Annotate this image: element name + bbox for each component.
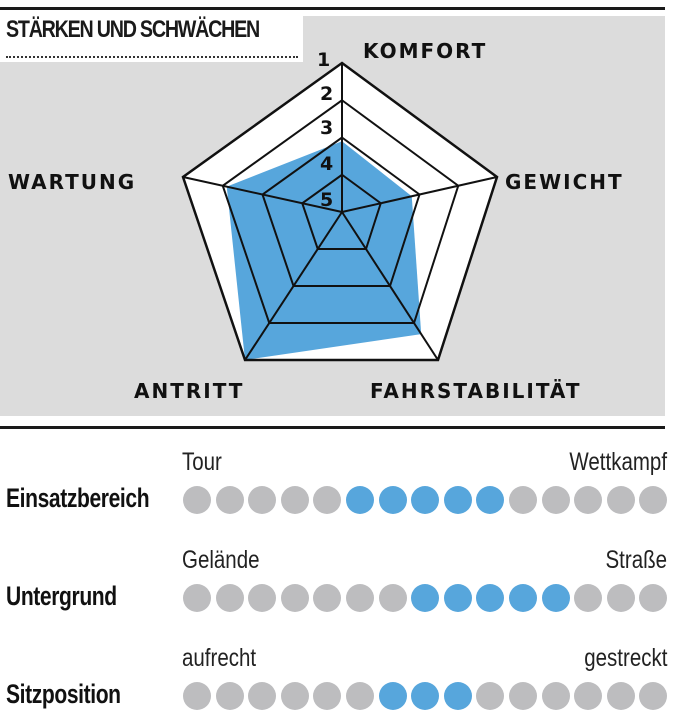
rating-dot [346, 682, 374, 710]
scale-label-1: 1 [317, 49, 330, 71]
rating-dot [476, 682, 505, 710]
title-box [0, 16, 303, 62]
rating-label: Untergrund [6, 581, 117, 611]
rating-dot [574, 584, 603, 612]
rating-dot-active [346, 486, 374, 514]
rating-dot-active [476, 584, 505, 612]
radar-spoke-3 [341, 211, 439, 361]
rating-dot-active [378, 486, 407, 514]
axis-label-wartung: WARTUNG [8, 170, 136, 194]
rating-left-label: Gelände [182, 546, 260, 574]
rating-dot [574, 682, 603, 710]
rating-dot-active [476, 486, 505, 514]
rating-dot [639, 584, 668, 612]
radar-data-area [226, 141, 422, 360]
rating-dot [574, 486, 603, 514]
radar-spoke-5 [182, 176, 343, 213]
radar-ring-4 [301, 173, 382, 250]
axis-label-gewicht: GEWICHT [505, 170, 624, 194]
scale-label-3: 3 [320, 117, 333, 139]
rating-dot-active [411, 682, 440, 710]
rating-dot [280, 682, 309, 710]
rating-label: Sitzposition [6, 679, 121, 709]
rating-dot-active [443, 486, 472, 514]
rating-label: Einsatzbereich [6, 483, 150, 513]
radar-ring-1 [181, 61, 499, 362]
section-divider [0, 426, 665, 429]
rating-dot [313, 584, 342, 612]
rating-dot-active [509, 584, 537, 612]
rating-dot-active [443, 584, 472, 612]
rating-dot [606, 486, 635, 514]
rating-dot-active [411, 584, 440, 612]
radar-spoke-2 [341, 176, 498, 213]
rating-dot [215, 486, 244, 514]
rating-dot [280, 584, 309, 612]
rating-dot [280, 486, 309, 514]
rating-dot [541, 682, 570, 710]
rating-dot-active [541, 584, 570, 612]
rating-right-label: Wettkampf [569, 448, 667, 476]
rating-dot-active [378, 682, 407, 710]
radar-spoke-4 [244, 211, 343, 361]
rating-dot [183, 682, 211, 710]
rating-dot-active [443, 682, 472, 710]
rating-dot [248, 682, 277, 710]
top-rule [0, 7, 665, 10]
title-dotted-rule [6, 56, 298, 58]
rating-dot [509, 486, 537, 514]
rating-right-label: gestreckt [583, 644, 667, 672]
rating-dot [183, 584, 211, 612]
rating-dot [639, 682, 668, 710]
rating-dot [248, 486, 277, 514]
rating-left-label: Tour [182, 448, 222, 476]
rating-left-label: aufrecht [182, 644, 257, 672]
rating-dot [183, 486, 211, 514]
rating-dot [248, 584, 277, 612]
axis-label-antritt: ANTRITT [134, 379, 244, 403]
rating-right-label: Straße [605, 546, 667, 574]
axis-label-fahrstabilitaet: FAHRSTABILITÄT [370, 379, 582, 403]
radar-chart: 1 2 3 4 5 KOMFORT GEWICHT FAHRSTABILITÄT… [8, 39, 624, 403]
axis-label-komfort: KOMFORT [363, 39, 487, 63]
scale-label-4: 4 [320, 153, 333, 175]
rating-dot [313, 486, 342, 514]
rating-dot [215, 682, 244, 710]
scale-label-2: 2 [320, 83, 333, 105]
rating-dot [346, 584, 374, 612]
scale-label-5: 5 [320, 189, 333, 211]
rating-dot [541, 486, 570, 514]
rating-dot [215, 584, 244, 612]
section-title: STÄRKEN UND SCHWÄCHEN [6, 16, 260, 43]
radar-ring-3 [261, 136, 421, 287]
rating-dot [313, 682, 342, 710]
rating-dot-active [411, 486, 440, 514]
rating-dot [606, 682, 635, 710]
rating-dot [378, 584, 407, 612]
rating-dot [639, 486, 668, 514]
rating-dot [606, 584, 635, 612]
rating-dot [509, 682, 537, 710]
radar-ring-2 [221, 99, 460, 324]
